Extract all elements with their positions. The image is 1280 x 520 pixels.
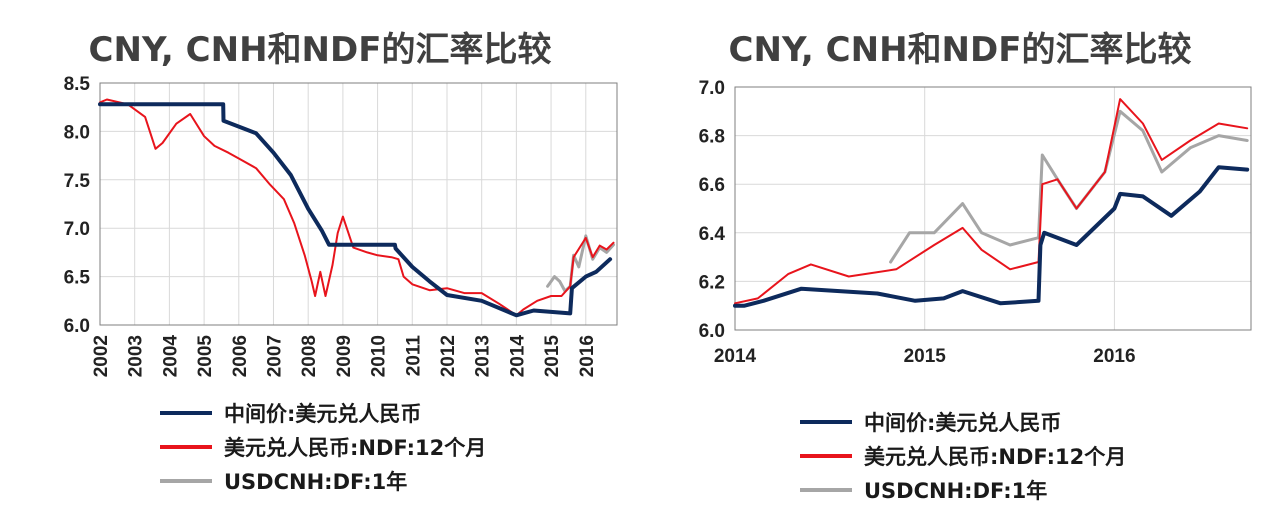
chart-panel-left: 6.0 6.5 7.0 7.5 8.0 8.5 2002 2003 2004 2005 2006 20… [64,30,618,498]
y-tick-label: 8.0 [64,122,90,143]
legend-swatch-cnh [800,488,852,492]
legend-swatch-ndf [800,454,852,458]
legend-swatch-cny [800,420,852,424]
legend-item-cny: 中间价:美元兑人民币 [160,396,486,430]
chart-left-legend: 中间价:美元兑人民币 美元兑人民币:NDF:12个月 USDCNH:DF:1年 [160,396,486,498]
plot-frame [99,82,618,326]
x-tick-label: 2010 [369,335,390,377]
x-tick-label: 2006 [230,335,251,377]
y-tick-label: 6.0 [64,316,90,337]
series-line-cny [733,165,1250,308]
legend-label-cny: 中间价:美元兑人民币 [864,411,1062,435]
y-tick-label: 8.5 [64,74,91,95]
chart-right-legend: 中间价:美元兑人民币 美元兑人民币:NDF:12个月 USDCNH:DF:1年 [800,405,1126,507]
x-tick-label: 2011 [403,335,424,377]
legend-swatch-cnh [160,479,212,483]
x-tick-label: 2015 [542,335,563,378]
x-tick-label: 2008 [299,335,320,377]
legend-swatch-ndf [160,445,212,449]
legend-item-cny: 中间价:美元兑人民币 [800,405,1126,439]
x-tick-label: 2003 [126,335,147,377]
plot-frame [734,86,1252,331]
x-tick-label: 2016 [577,335,598,377]
y-tick-label: 6.0 [699,321,725,342]
series-line-ndf [734,98,1249,305]
chart-right-title: CNY, CNH和NDF的汇率比较 [728,30,1192,70]
y-tick-label: 6.2 [699,272,725,293]
series-line-cnh [546,234,615,293]
legend-label-ndf: 美元兑人民币:NDF:12个月 [864,445,1127,469]
legend-item-cnh: USDCNH:DF:1年 [800,473,1126,507]
legend-label-cnh: USDCNH:DF:1年 [864,479,1048,503]
chart-right-plot: 6.0 6.2 6.4 6.6 6.8 7.0 2014 2015 2016 [699,78,1252,367]
y-tick-label: 6.8 [699,127,725,148]
x-tick-label: 2005 [195,335,216,378]
legend-label-ndf: 美元兑人民币:NDF:12个月 [224,436,487,460]
y-tick-label: 7.0 [699,78,725,99]
x-tick-label: 2007 [264,335,285,377]
y-tick-label: 6.6 [699,175,725,196]
chart-panel-right: 6.0 6.2 6.4 6.6 6.8 7.0 2014 2015 2016 CNY, CNH和… [640,0,1280,520]
legend-item-ndf: 美元兑人民币:NDF:12个月 [800,439,1126,473]
series-line-cny [98,102,613,318]
legend-label-cny: 中间价:美元兑人民币 [224,402,422,426]
legend-item-ndf: 美元兑人民币:NDF:12个月 [160,430,486,464]
legend-item-cnh: USDCNH:DF:1年 [160,464,486,498]
x-tick-label: 2012 [438,335,459,377]
series-line-ndf [99,98,615,317]
y-tick-label: 7.5 [64,171,91,192]
x-tick-label: 2009 [334,335,355,377]
x-tick-label: 2015 [904,346,947,367]
x-tick-label: 2016 [1093,346,1135,367]
x-tick-label: 2014 [714,346,757,367]
y-tick-label: 7.0 [64,219,90,240]
x-tick-label: 2002 [91,335,112,377]
y-tick-label: 6.4 [699,224,726,245]
y-tick-label: 6.5 [64,268,91,289]
chart-left-plot: 6.0 6.5 7.0 7.5 8.0 8.5 2002 2003 2004 2005 2006 20… [64,74,618,378]
x-tick-label: 2014 [507,335,528,378]
x-tick-label: 2013 [473,335,494,377]
legend-label-cnh: USDCNH:DF:1年 [224,470,408,494]
legend-swatch-cny [160,411,212,415]
x-tick-label: 2004 [160,335,181,378]
chart-left-title: CNY, CNH和NDF的汇率比较 [88,30,552,70]
